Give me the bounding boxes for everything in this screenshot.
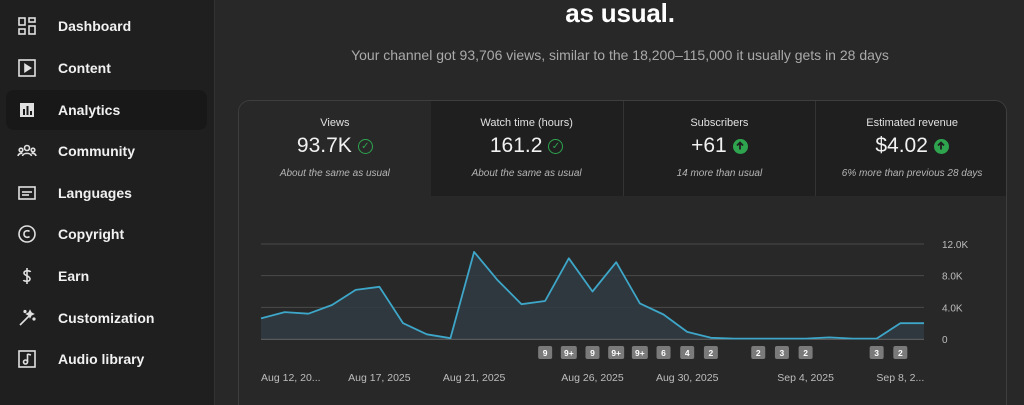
- metric-comparison: 6% more than previous 28 days: [841, 168, 983, 179]
- sidebar-item-label: Analytics: [58, 102, 121, 118]
- sidebar-item-label: Content: [58, 60, 111, 76]
- upload-marker: [560, 346, 577, 359]
- upload-marker: [608, 346, 625, 359]
- y-tick-label: 8.0K: [942, 272, 963, 283]
- upload-marker-label: 9+: [564, 348, 574, 358]
- upload-marker-label: 4: [685, 348, 690, 358]
- sidebar-item-label: Copyright: [58, 226, 125, 242]
- upload-marker: [585, 346, 600, 359]
- metric-title: Views: [320, 117, 350, 129]
- sidebar-item-audio-library[interactable]: Audio library: [6, 339, 207, 379]
- metric-tabs: Views 93.7K ✓ About the same as usual Wa…: [239, 101, 1006, 196]
- customization-icon: [16, 307, 38, 329]
- languages-icon: [16, 182, 38, 204]
- upload-marker: [631, 346, 648, 359]
- metric-title: Estimated revenue: [866, 117, 958, 129]
- metric-comparison: 14 more than usual: [676, 168, 763, 179]
- x-tick-label: Sep 8, 2...: [876, 372, 924, 384]
- x-tick-label: Aug 12, 20...: [261, 372, 321, 384]
- dashboard-icon: [16, 15, 38, 37]
- sidebar-item-dashboard[interactable]: Dashboard: [6, 6, 207, 46]
- metric-value: +61: [691, 134, 727, 157]
- audio-library-icon: [16, 348, 38, 370]
- sidebar-item-analytics[interactable]: Analytics: [6, 90, 207, 130]
- upload-marker: [538, 346, 553, 359]
- views-area: [261, 251, 924, 339]
- x-tick-label: Aug 26, 2025: [561, 372, 624, 384]
- upload-marker: [869, 346, 884, 359]
- sidebar-item-label: Earn: [58, 268, 90, 284]
- y-tick-label: 0: [942, 335, 948, 346]
- upload-marker-label: 2: [898, 348, 903, 358]
- upload-marker: [798, 346, 813, 359]
- metric-value: 93.7K: [296, 134, 352, 157]
- sidebar-item-label: Languages: [58, 185, 132, 201]
- metric-comparison: About the same as usual: [471, 168, 582, 179]
- metric-value: $4.02: [875, 134, 928, 157]
- upload-marker-label: 9+: [611, 348, 621, 358]
- copyright-icon: [16, 223, 38, 245]
- x-tick-label: Aug 21, 2025: [443, 372, 506, 384]
- arrow-up-icon: [933, 138, 949, 154]
- upload-marker-label: 9+: [635, 348, 645, 358]
- analytics-icon: [16, 99, 38, 121]
- metric-title: Subscribers: [690, 117, 749, 129]
- sidebar-item-languages[interactable]: Languages: [6, 173, 207, 213]
- metric-tab-revenue[interactable]: Estimated revenue $4.02 6% more than pre…: [816, 101, 1006, 196]
- x-tick-label: Aug 17, 2025: [348, 372, 411, 384]
- analytics-main: as usual. Your channel got 93,706 views,…: [216, 0, 1024, 405]
- sidebar-item-label: Dashboard: [58, 18, 132, 34]
- metric-tab-subscribers[interactable]: Subscribers +61 14 more than usual: [623, 101, 817, 196]
- content-icon: [16, 57, 38, 79]
- views-chart-svg: 12.0K 8.0K 4.0K 0 9 9+ 9 9+ 9+ 6 4 2 2 3 2 3 2 Aug 12, 20…: [260, 240, 968, 384]
- arrow-up-icon: [732, 138, 748, 154]
- views-chart: 12.0K 8.0K 4.0K 0 9 9+ 9 9+ 9+ 6 4 2 2 3 2 3 2 Aug 12, 20…: [239, 196, 1006, 405]
- metric-tab-views[interactable]: Views 93.7K ✓ About the same as usual: [239, 101, 431, 196]
- upload-marker-label: 3: [874, 348, 879, 358]
- metric-tab-watch-time[interactable]: Watch time (hours) 161.2 ✓ About the sam…: [430, 101, 624, 196]
- x-tick-label: Sep 4, 2025: [777, 372, 834, 384]
- sidebar-item-customization[interactable]: Customization: [6, 298, 207, 338]
- check-icon: ✓: [357, 138, 373, 154]
- sidebar-item-label: Community: [58, 143, 135, 159]
- community-icon: [16, 140, 38, 162]
- sidebar-item-earn[interactable]: Earn: [6, 256, 207, 296]
- sidebar-item-label: Audio library: [58, 351, 145, 367]
- upload-marker: [751, 346, 766, 359]
- sidebar: Dashboard Content Analytics Community La…: [0, 0, 215, 405]
- metrics-card: Views 93.7K ✓ About the same as usual Wa…: [238, 100, 1007, 405]
- upload-marker-label: 6: [661, 348, 666, 358]
- upload-marker: [703, 346, 718, 359]
- metric-value: 161.2: [489, 134, 543, 157]
- upload-marker-label: 2: [803, 348, 808, 358]
- metric-title: Watch time (hours): [480, 117, 573, 129]
- sidebar-item-copyright[interactable]: Copyright: [6, 214, 207, 254]
- upload-marker-label: 2: [756, 348, 761, 358]
- sidebar-item-content[interactable]: Content: [6, 48, 207, 88]
- y-tick-label: 4.0K: [942, 303, 963, 314]
- page-subline: Your channel got 93,706 views, similar t…: [351, 47, 889, 63]
- page-headline: as usual.: [565, 0, 675, 28]
- upload-marker: [680, 346, 695, 359]
- check-icon: ✓: [548, 138, 564, 154]
- upload-marker-label: 9: [590, 348, 595, 358]
- upload-marker: [893, 346, 908, 359]
- upload-marker-label: 9: [543, 348, 548, 358]
- metric-comparison: About the same as usual: [279, 168, 390, 179]
- earn-icon: [16, 265, 38, 287]
- upload-marker: [774, 346, 789, 359]
- views-series-line: [260, 251, 924, 340]
- upload-marker-label: 3: [780, 348, 785, 358]
- upload-marker-label: 2: [709, 348, 714, 358]
- sidebar-item-label: Customization: [58, 310, 155, 326]
- x-tick-label: Aug 30, 2025: [656, 372, 719, 384]
- sidebar-item-community[interactable]: Community: [6, 131, 207, 171]
- y-tick-label: 12.0K: [942, 240, 968, 251]
- upload-marker: [656, 346, 671, 359]
